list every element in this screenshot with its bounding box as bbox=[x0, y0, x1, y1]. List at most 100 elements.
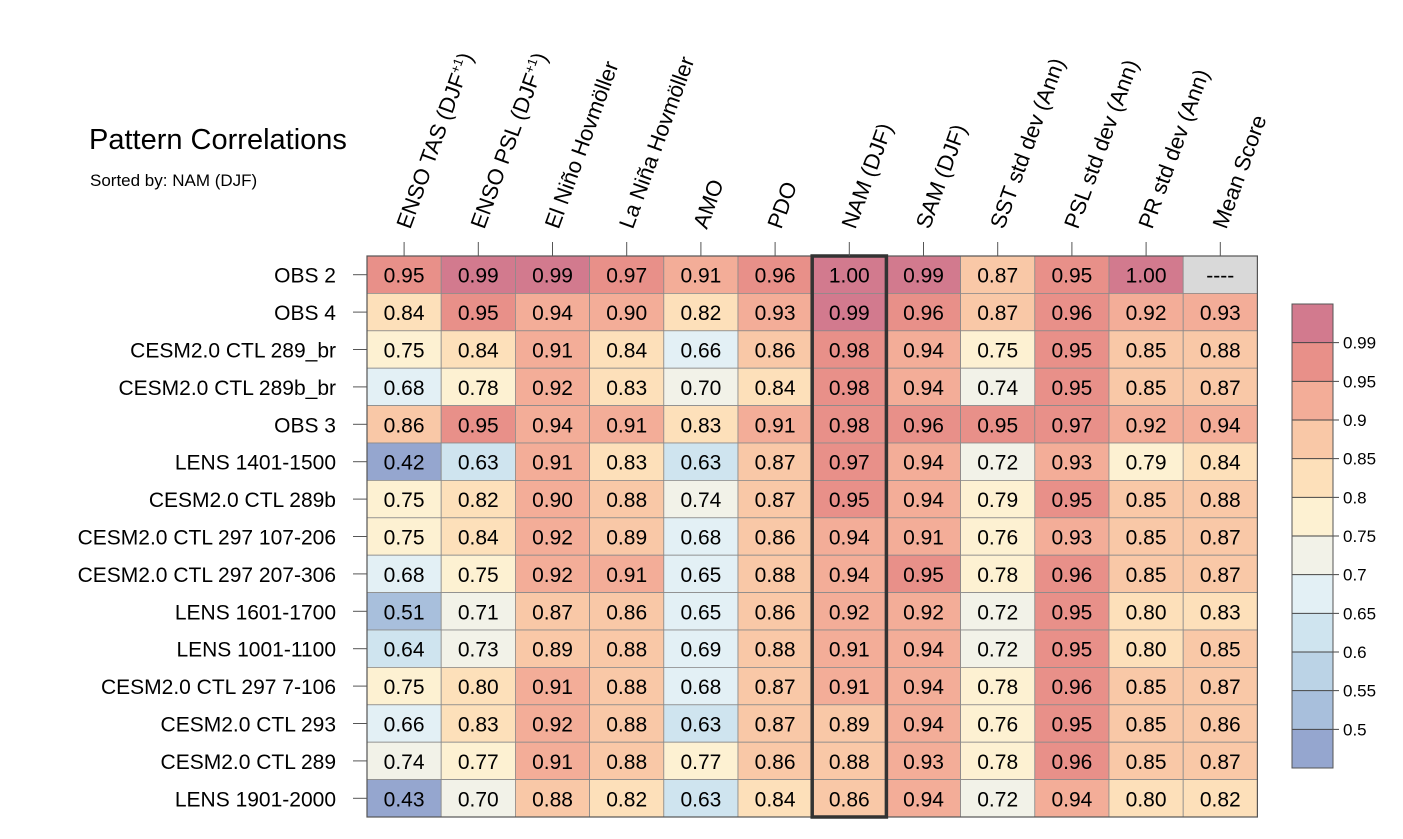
cell-value-label: 0.78 bbox=[458, 377, 499, 400]
heatmap-cell bbox=[1034, 442, 1110, 481]
heatmap-cell bbox=[663, 629, 739, 668]
colorbar-label: 0.99 bbox=[1343, 334, 1376, 353]
cell-value-label: 0.75 bbox=[384, 676, 425, 699]
column-header: La Niña Hovmöller bbox=[614, 53, 699, 232]
heatmap-cell bbox=[960, 629, 1036, 668]
cell-value-label: 0.84 bbox=[755, 788, 796, 811]
colorbar-segment bbox=[1292, 381, 1333, 420]
table-row: 0.42 0.63 0.91 0.83 0.63 0.87 0.97 0.94 0.72 0.93… bbox=[366, 442, 1258, 481]
cell-value-label: 0.86 bbox=[755, 601, 796, 624]
cell-value-label: 0.89 bbox=[829, 714, 870, 737]
heatmap-cell bbox=[515, 629, 591, 668]
cell-value-label: 0.43 bbox=[384, 788, 425, 811]
heatmap-cell bbox=[960, 779, 1036, 818]
column-header: ENSO PSL (DJF+1) bbox=[466, 49, 553, 232]
cell-value-label: 0.64 bbox=[384, 639, 425, 662]
cell-value-label: 0.94 bbox=[903, 377, 944, 400]
cell-value-label: 0.86 bbox=[755, 751, 796, 774]
heatmap-cell bbox=[1034, 330, 1110, 369]
cell-value-label: 0.85 bbox=[1126, 340, 1167, 363]
heatmap-cell bbox=[960, 405, 1036, 444]
cell-value-label: 0.98 bbox=[829, 414, 870, 437]
heatmap-cell bbox=[515, 554, 591, 594]
heatmap-cell bbox=[1182, 330, 1258, 369]
heatmap-cell bbox=[440, 554, 516, 594]
row-label: CESM2.0 CTL 289b_br bbox=[119, 377, 337, 400]
heatmap-cell bbox=[1108, 442, 1184, 481]
cell-value-label: 0.84 bbox=[606, 340, 647, 363]
cell-value-label: 0.92 bbox=[532, 527, 573, 550]
heatmap-cell bbox=[1108, 554, 1184, 594]
heatmap-cell bbox=[589, 255, 665, 294]
cell-value-label: 0.96 bbox=[903, 414, 944, 437]
cell-value-label: 0.86 bbox=[755, 527, 796, 550]
cell-value-label: 0.78 bbox=[977, 564, 1018, 587]
cell-value-label: 0.72 bbox=[977, 601, 1018, 624]
cell-value-label: 0.85 bbox=[1126, 714, 1167, 737]
heatmap-cell bbox=[886, 704, 962, 743]
cell-value-label: 0.68 bbox=[680, 676, 721, 699]
cell-value-label: 0.79 bbox=[977, 489, 1018, 512]
heatmap-cell bbox=[515, 779, 591, 818]
cell-value-label: 0.72 bbox=[977, 788, 1018, 811]
cell-value-label: 0.94 bbox=[903, 676, 944, 699]
table-row: 0.66 0.83 0.92 0.88 0.63 0.87 0.89 0.94 0.76 0.95… bbox=[366, 704, 1258, 743]
heatmap-cell bbox=[440, 255, 516, 294]
cell-value-label: 0.74 bbox=[384, 751, 425, 774]
row-label: OBS 2 bbox=[274, 265, 336, 288]
cell-value-label: 0.91 bbox=[903, 527, 944, 550]
cell-value-label: 0.99 bbox=[458, 265, 499, 288]
cell-value-label: 0.95 bbox=[903, 564, 944, 587]
cell-value-label: 0.91 bbox=[829, 639, 870, 662]
colorbar: 0.5 0.55 0.6 0.65 0.7 0.75 0.8 0.85 0.9 0.95 0.99 bbox=[1291, 303, 1376, 769]
cell-value-label: 0.75 bbox=[384, 489, 425, 512]
table-row: 0.86 0.95 0.94 0.91 0.83 0.91 0.98 0.96 0.95 0.97… bbox=[366, 405, 1258, 444]
row-label: LENS 1601-1700 bbox=[175, 601, 336, 624]
row-label: CESM2.0 CTL 297 107-206 bbox=[78, 527, 336, 550]
heatmap-cell bbox=[663, 255, 739, 294]
cell-value-label: 0.77 bbox=[458, 751, 499, 774]
cell-value-label: 0.94 bbox=[829, 527, 870, 550]
cell-value-label: 0.72 bbox=[977, 452, 1018, 475]
cell-value-label: 0.95 bbox=[1051, 714, 1092, 737]
colorbar-label: 0.55 bbox=[1343, 682, 1376, 701]
cell-value-label: 0.91 bbox=[532, 340, 573, 363]
colorbar-segment bbox=[1292, 574, 1333, 614]
cell-value-label: 0.65 bbox=[680, 564, 721, 587]
cell-value-label: 0.69 bbox=[680, 639, 721, 662]
cell-value-label: 0.89 bbox=[606, 527, 647, 550]
cell-value-label: 0.97 bbox=[606, 265, 647, 288]
heatmap-cell bbox=[663, 704, 739, 743]
colorbar-label: 0.8 bbox=[1343, 488, 1367, 507]
cell-value-label: 0.91 bbox=[829, 676, 870, 699]
cell-value-label: 0.78 bbox=[977, 751, 1018, 774]
heatmap-cell bbox=[589, 479, 665, 519]
colorbar-segment bbox=[1292, 342, 1333, 382]
cell-value-label: 1.00 bbox=[1126, 265, 1167, 288]
cell-value-label: 0.83 bbox=[606, 377, 647, 400]
row-label: OBS 3 bbox=[274, 414, 336, 437]
heatmap-cell bbox=[737, 479, 813, 519]
colorbar-segment bbox=[1292, 420, 1333, 459]
heatmap-cell bbox=[737, 667, 813, 706]
cell-value-label: 0.95 bbox=[1051, 639, 1092, 662]
heatmap-cell bbox=[886, 442, 962, 481]
cell-value-label: 0.89 bbox=[532, 639, 573, 662]
heatmap-cell bbox=[1182, 367, 1258, 407]
heatmap-cell bbox=[1108, 367, 1184, 407]
cell-value-label: 0.68 bbox=[680, 527, 721, 550]
cell-value-label: 0.95 bbox=[1051, 489, 1092, 512]
cell-value-label: 0.92 bbox=[829, 601, 870, 624]
colorbar-segment bbox=[1292, 458, 1333, 498]
heatmap-cell bbox=[366, 741, 442, 781]
heatmap-cell bbox=[737, 442, 813, 481]
cell-value-label: 0.92 bbox=[1126, 414, 1167, 437]
colorbar-segment bbox=[1292, 497, 1333, 536]
cell-value-label: 0.85 bbox=[1126, 564, 1167, 587]
heatmap-cell bbox=[515, 704, 591, 743]
cell-value-label: 0.84 bbox=[1200, 452, 1241, 475]
cell-value-label: 0.98 bbox=[829, 377, 870, 400]
heatmap-cell bbox=[440, 442, 516, 481]
heatmap-cell bbox=[515, 479, 591, 519]
cell-value-label: 0.71 bbox=[458, 601, 499, 624]
